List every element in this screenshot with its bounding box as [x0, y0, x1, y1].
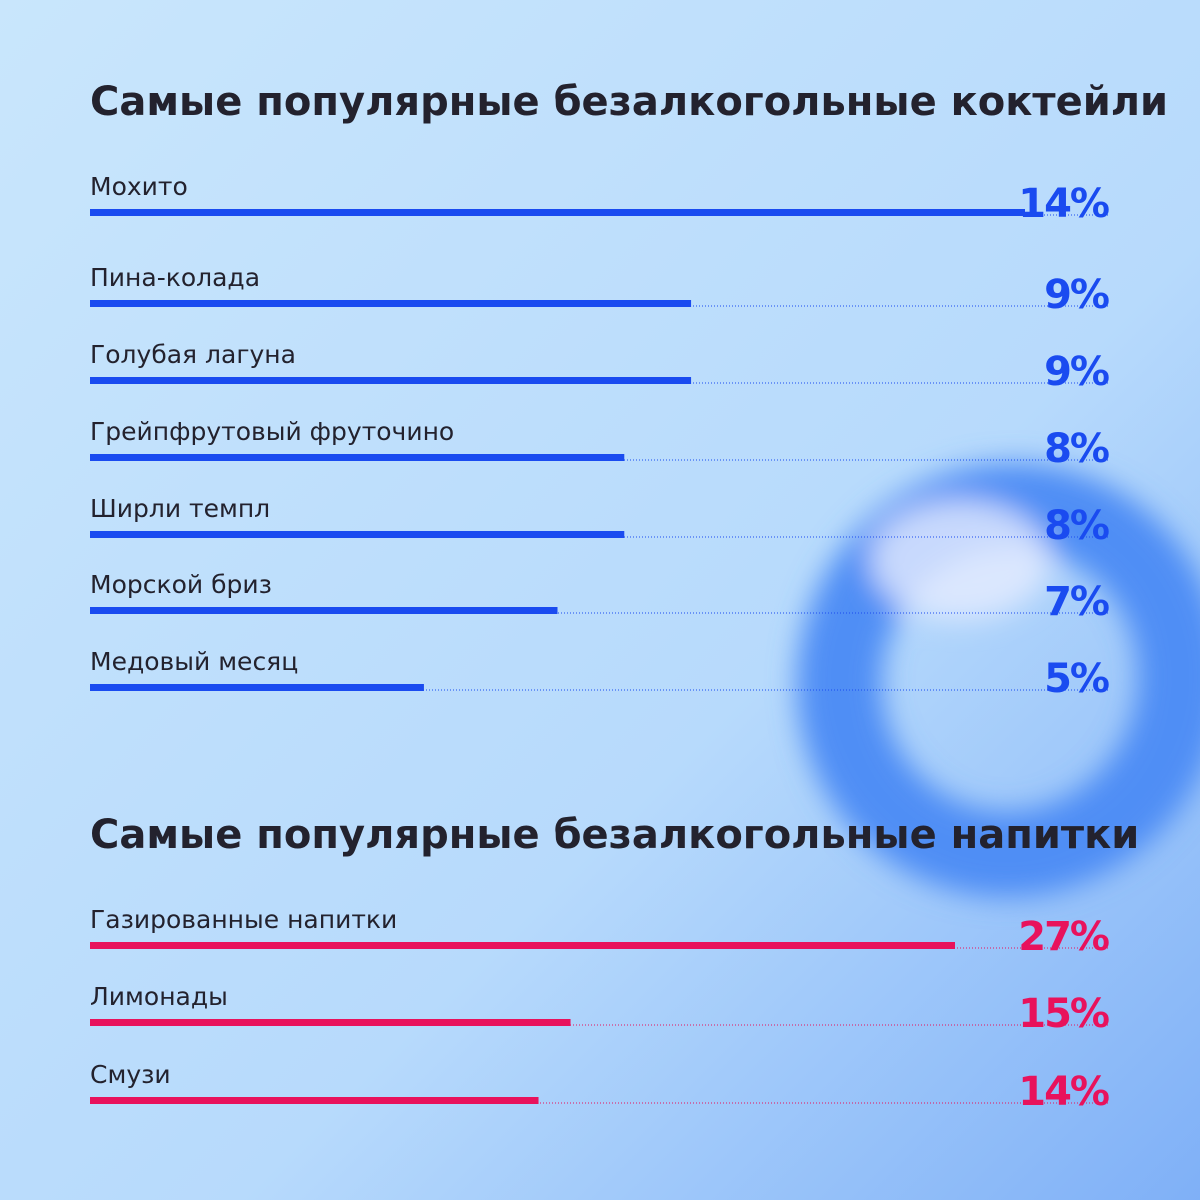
value-label: 8% — [1044, 426, 1109, 472]
bar — [90, 531, 625, 538]
category-label: Пина-колада — [90, 263, 260, 292]
chart-title: Самые популярные безалкогольные коктейли — [90, 79, 1168, 125]
charts: Самые популярные безалкогольные коктейли… — [90, 79, 1168, 1115]
category-label: Медовый месяц — [90, 647, 298, 676]
bar — [90, 454, 625, 461]
bar — [90, 300, 692, 307]
value-label: 5% — [1044, 656, 1109, 702]
category-label: Лимонады — [90, 982, 228, 1011]
bar — [90, 377, 692, 384]
bar — [90, 684, 424, 691]
chart-title: Самые популярные безалкогольные напитки — [90, 812, 1139, 858]
bar — [90, 942, 955, 949]
value-label: 14% — [1018, 181, 1109, 227]
category-label: Смузи — [90, 1060, 171, 1089]
category-label: Голубая лагуна — [90, 340, 296, 369]
value-label: 15% — [1018, 991, 1109, 1037]
category-label: Грейпфрутовый фруточино — [90, 417, 454, 446]
value-label: 8% — [1044, 503, 1109, 549]
value-label: 7% — [1044, 579, 1109, 625]
value-label: 27% — [1018, 914, 1109, 960]
category-label: Морской бриз — [90, 570, 272, 599]
category-label: Ширли темпл — [90, 494, 270, 523]
value-label: 14% — [1018, 1069, 1109, 1115]
bar — [90, 1097, 539, 1104]
value-label: 9% — [1044, 272, 1109, 318]
bar — [90, 607, 558, 614]
ring-decoration — [796, 463, 1200, 897]
value-label: 9% — [1044, 349, 1109, 395]
category-label: Газированные напитки — [90, 905, 397, 934]
category-label: Мохито — [90, 172, 188, 201]
bar — [90, 1019, 571, 1026]
bar — [90, 209, 1025, 216]
